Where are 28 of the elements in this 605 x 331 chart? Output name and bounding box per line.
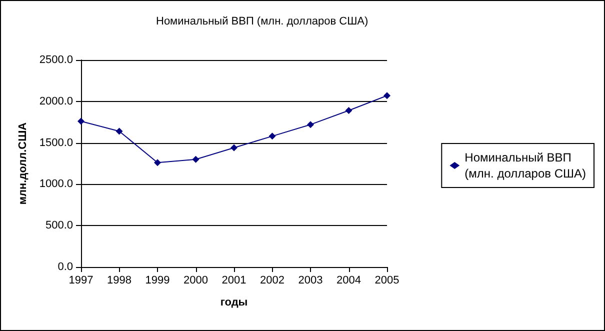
x-tick-label: 2003: [298, 274, 323, 286]
x-tick-label: 1999: [145, 274, 170, 286]
legend-label: Номинальный ВВП (млн. долларов США): [464, 150, 586, 180]
point: [154, 159, 161, 166]
point: [78, 118, 84, 125]
x-axis-title: годы: [220, 296, 248, 308]
point: [345, 107, 352, 114]
x-tick-label: 2001: [222, 274, 246, 286]
point: [307, 121, 314, 128]
y-tick-label: 1000.0: [39, 178, 73, 190]
x-tick-label: 1997: [68, 274, 94, 286]
point: [230, 144, 238, 152]
x-tick-label: 2005: [374, 274, 400, 286]
x-tick-label: 2000: [184, 274, 208, 286]
point: [192, 156, 200, 163]
y-tick-label: 0.0: [58, 261, 73, 273]
y-tick-label: 2500.0: [39, 54, 73, 66]
x-tick-label: 2002: [260, 274, 284, 286]
point: [268, 132, 276, 140]
y-tick-label: 500.0: [45, 220, 73, 232]
y-tick-label: 1500.0: [39, 136, 73, 149]
point: [384, 92, 390, 100]
x-tick-label: 2004: [336, 274, 361, 286]
y-tick-label: 2000.0: [39, 95, 73, 108]
chart-title: Номинальный ВВП (млн. долларов США): [156, 16, 368, 28]
y-axis-title: млн.долл.США: [16, 122, 29, 205]
point: [116, 128, 123, 135]
x-tick-label: 1998: [107, 274, 132, 286]
